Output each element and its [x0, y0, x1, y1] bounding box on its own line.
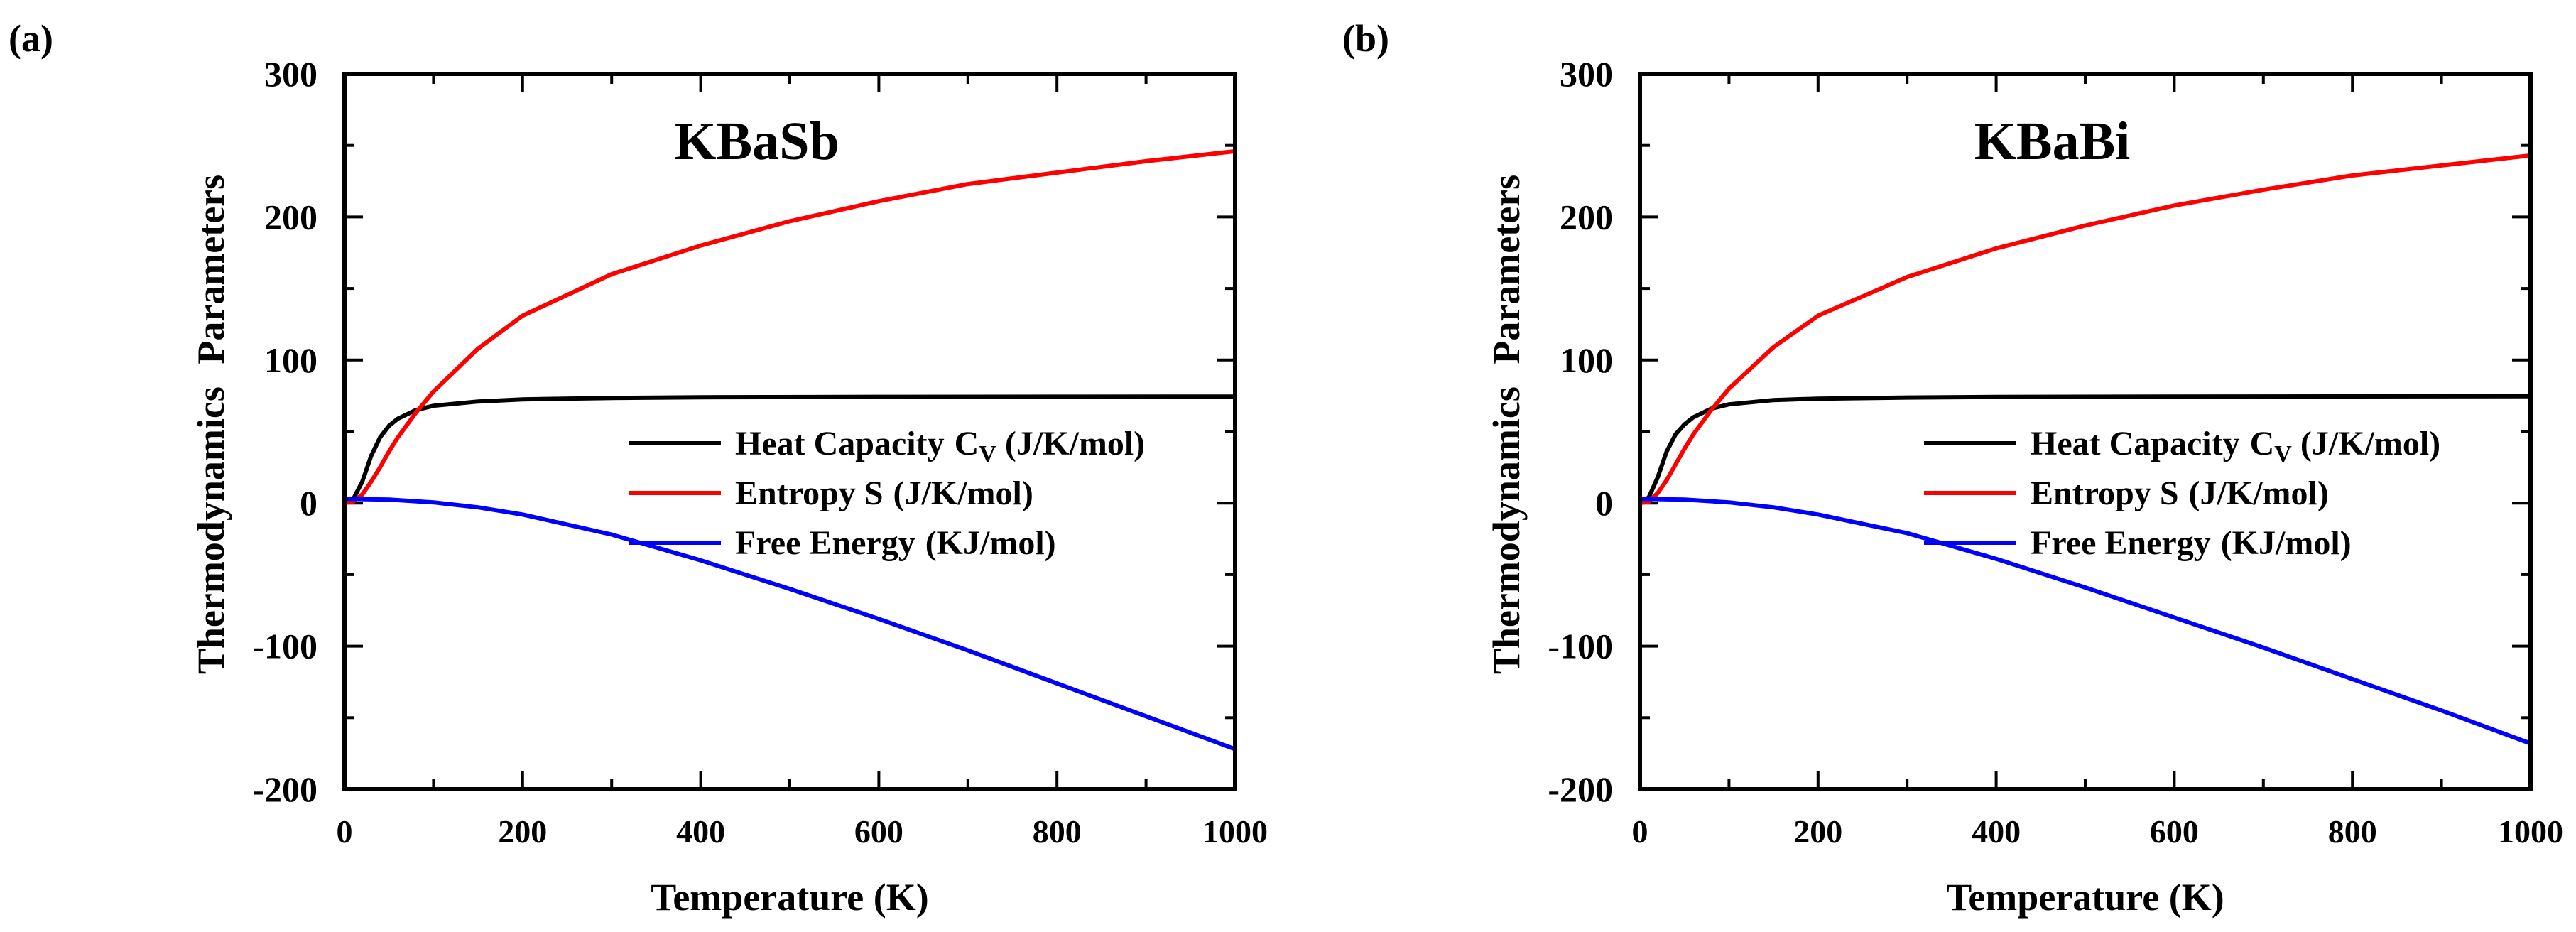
x-tick-label: 400 [1972, 813, 2021, 850]
panel-label: (a) [9, 17, 53, 60]
legend-text-part: (J/K/mol) [1005, 425, 1145, 462]
legend-text-part: Free Energy [2031, 524, 2211, 562]
y-tick-label: 300 [1560, 54, 1613, 94]
x-tick-label: 200 [1793, 813, 1842, 850]
y-axis-label: Thermodynamics Parameters [190, 175, 232, 674]
legend-text-part: Entropy S [735, 475, 884, 512]
series-group [1640, 153, 2531, 746]
chart-title: KBaSb [674, 112, 839, 171]
y-tick-label: -100 [252, 627, 317, 666]
x-tick-label: 800 [1033, 813, 1082, 850]
x-axis-label: Temperature (K) [651, 876, 928, 919]
plot-frame [342, 72, 1237, 791]
chart-panel-a: (a) 0 200 400 600 800 1000 -200 -100 0 100 200 300 KB… [9, 17, 1268, 919]
legend-text-part: C [955, 425, 979, 462]
legend-text-part: (KJ/mol) [925, 524, 1056, 562]
panel-label: (b) [1342, 17, 1389, 60]
legend-text-part: Free Energy [735, 524, 915, 562]
legend-text-part: (J/K/mol) [893, 475, 1033, 512]
series-line-entropy [344, 148, 1235, 506]
x-tick-label: 600 [854, 813, 903, 850]
series-line-heat-capacity [1640, 394, 2531, 505]
x-tick-label: 0 [1632, 813, 1648, 850]
x-tick-label: 800 [2328, 813, 2377, 850]
series-line-heat-capacity [344, 394, 1235, 505]
legend-label: Entropy S (J/K/mol) [735, 475, 1033, 512]
x-tick-label: 1000 [1202, 813, 1268, 850]
y-tick-label: 100 [264, 340, 317, 380]
legend-text-part: (J/K/mol) [2300, 425, 2440, 462]
x-axis-label: Temperature (K) [1946, 876, 2224, 919]
x-tick-label: 600 [2150, 813, 2199, 850]
legend-text-part: V [979, 441, 996, 467]
legend-label: Heat Capacity CV (J/K/mol) [735, 425, 1145, 467]
legend-text-part: C [2250, 425, 2275, 462]
legend: Heat Capacity CV (J/K/mol) Entropy S (J/K/mo… [1924, 425, 2440, 562]
legend-text-part: Entropy S [2031, 475, 2179, 512]
plot-frame [1638, 72, 2533, 791]
chart-title: KBaBi [1974, 112, 2131, 171]
y-tick-label: -200 [1548, 769, 1613, 809]
y-axis-label: Thermodynamics Parameters [1485, 175, 1528, 674]
series-group [344, 148, 1235, 752]
legend-text-part: V [2274, 441, 2292, 467]
legend-text-part: Heat Capacity [735, 425, 945, 462]
y-tick-label: 200 [1560, 197, 1613, 237]
x-tick-label: 200 [498, 813, 547, 850]
legend-text-part: (J/K/mol) [2189, 475, 2329, 512]
chart-panel-b: (b) 0 200 400 600 800 1000 -200 -100 0 100 200 300 KB… [1342, 17, 2563, 919]
series-line-entropy [1640, 153, 2531, 506]
series-line-free-energy [344, 497, 1235, 752]
legend-label: Free Energy (KJ/mol) [2031, 524, 2352, 562]
x-tick-label: 0 [337, 813, 353, 850]
x-tick-label: 400 [676, 813, 725, 850]
x-tick-label: 1000 [2498, 813, 2563, 850]
y-tick-label: -200 [252, 769, 317, 809]
legend-label: Heat Capacity CV (J/K/mol) [2031, 425, 2440, 467]
y-tick-label: 200 [264, 197, 317, 237]
legend-text-part: (KJ/mol) [2221, 524, 2352, 562]
legend-label: Free Energy (KJ/mol) [735, 524, 1056, 562]
legend-text-part: Heat Capacity [2031, 425, 2240, 462]
y-tick-label: 300 [264, 54, 317, 94]
series-line-free-energy [1640, 497, 2531, 746]
legend: Heat Capacity CV (J/K/mol)Entropy S (J/K/mo… [629, 425, 1145, 562]
y-tick-label: -100 [1548, 627, 1613, 666]
legend-label: Entropy S (J/K/mol) [2031, 475, 2329, 512]
y-tick-label: 0 [1595, 483, 1613, 523]
y-tick-label: 0 [300, 483, 317, 523]
y-tick-label: 100 [1560, 340, 1613, 380]
